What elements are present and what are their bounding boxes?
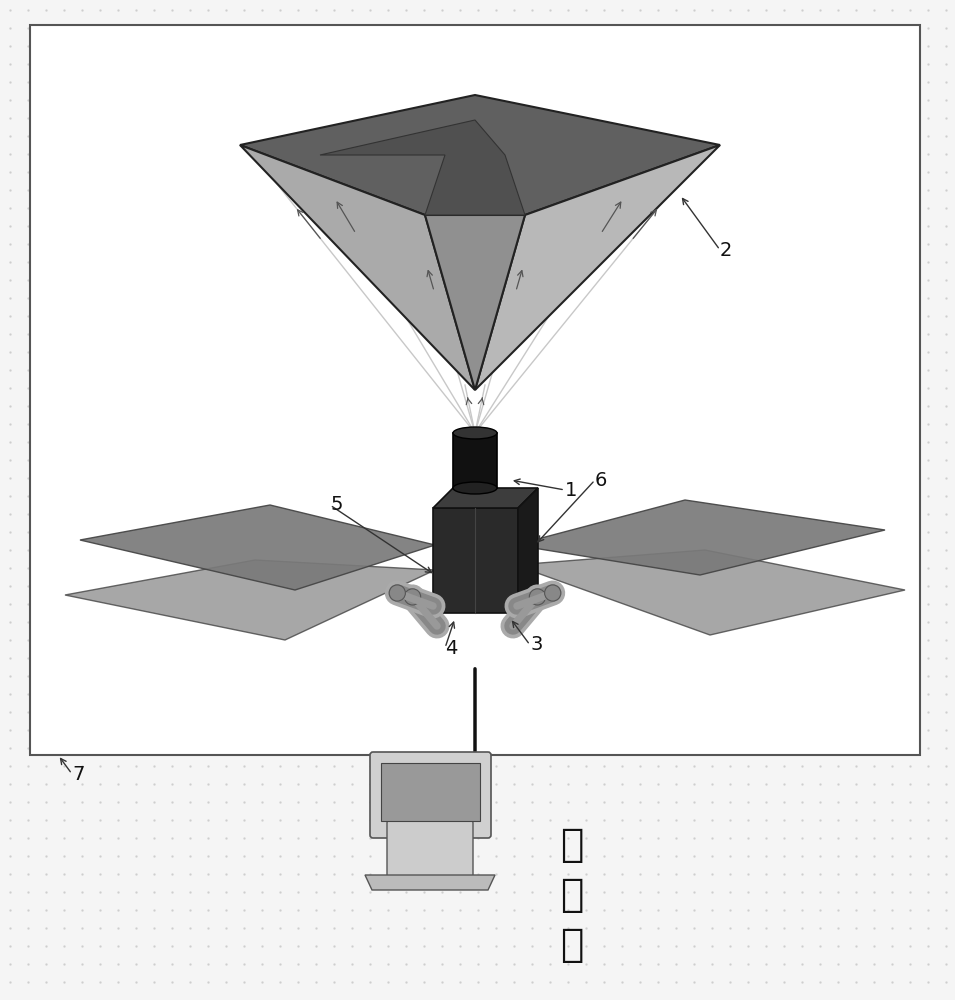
Ellipse shape <box>390 585 405 601</box>
Bar <box>30 25 920 755</box>
Bar <box>453 433 497 488</box>
Text: 5: 5 <box>330 495 343 514</box>
Text: 计: 计 <box>560 826 584 864</box>
Ellipse shape <box>405 589 420 605</box>
Text: 机: 机 <box>560 926 584 964</box>
Polygon shape <box>475 145 720 390</box>
Text: 3: 3 <box>530 636 542 654</box>
Text: 算: 算 <box>560 876 584 914</box>
Bar <box>381 763 480 821</box>
Text: 1: 1 <box>565 481 578 499</box>
Text: 4: 4 <box>445 639 457 658</box>
Polygon shape <box>240 95 720 215</box>
Polygon shape <box>365 875 495 890</box>
Text: 6: 6 <box>595 471 607 489</box>
Text: 2: 2 <box>720 240 732 259</box>
Polygon shape <box>65 560 435 640</box>
Polygon shape <box>425 215 525 390</box>
Ellipse shape <box>453 482 497 494</box>
Polygon shape <box>320 120 525 215</box>
FancyBboxPatch shape <box>387 820 473 878</box>
Polygon shape <box>515 500 885 575</box>
Ellipse shape <box>529 589 545 605</box>
FancyBboxPatch shape <box>370 752 491 838</box>
Polygon shape <box>240 145 475 390</box>
Polygon shape <box>518 488 538 613</box>
Ellipse shape <box>544 585 561 601</box>
Polygon shape <box>80 505 435 590</box>
Text: 7: 7 <box>72 764 84 784</box>
Bar <box>433 508 518 613</box>
Ellipse shape <box>405 846 455 856</box>
Ellipse shape <box>453 427 497 439</box>
Polygon shape <box>433 488 538 508</box>
Polygon shape <box>515 550 905 635</box>
